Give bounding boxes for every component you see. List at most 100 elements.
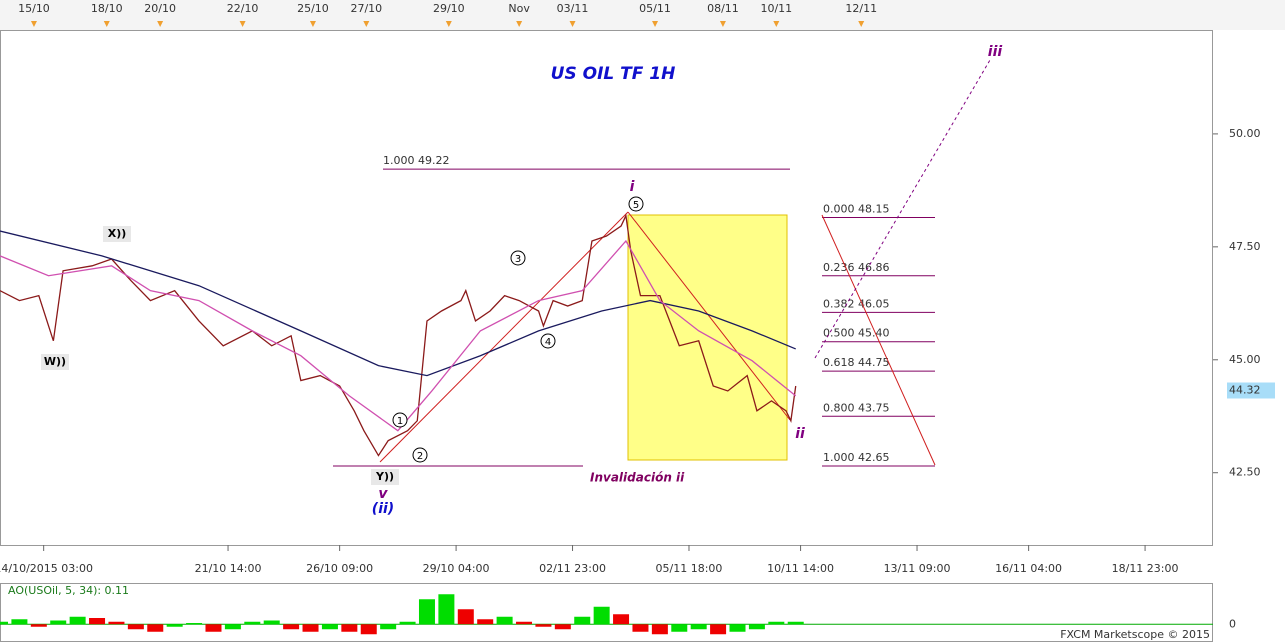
ao-bar xyxy=(729,624,746,632)
ao-bar xyxy=(50,620,67,625)
ao-bar xyxy=(186,623,203,625)
x-tick-label: 18/11 23:00 xyxy=(1112,562,1179,575)
fib-label: 0.500 45.40 xyxy=(823,327,889,340)
ao-bar xyxy=(341,624,358,632)
y-tick-label: 45.00 xyxy=(1229,353,1261,366)
ao-bar xyxy=(360,624,377,635)
ao-bar xyxy=(710,624,727,635)
top-date-label: Nov xyxy=(508,2,530,15)
ao-label: AO(USOil, 5, 34): 0.11 xyxy=(8,584,129,597)
ao-bar xyxy=(613,614,630,625)
wave-circle xyxy=(412,447,428,463)
trend-line xyxy=(627,211,791,421)
fib-label: 0.618 44.75 xyxy=(823,356,889,369)
ao-bar xyxy=(205,624,222,632)
wave-label: 5 xyxy=(633,200,639,211)
ao-bar xyxy=(671,624,688,632)
ao-bar xyxy=(768,621,785,625)
wave-label: ii xyxy=(795,426,805,442)
ao-bar xyxy=(244,621,261,625)
top-date-marker xyxy=(309,21,316,27)
wave-label: 4 xyxy=(545,337,551,348)
ao-bar xyxy=(166,624,183,627)
wave-circle xyxy=(510,250,526,266)
top-date-label: 22/10 xyxy=(227,2,259,15)
ao-bar xyxy=(418,599,435,625)
ao-bar xyxy=(632,624,649,632)
ao-bar xyxy=(399,621,416,625)
plot-frame xyxy=(0,30,1213,546)
wave-box xyxy=(103,226,131,242)
fib-label: 0.000 48.15 xyxy=(823,202,889,215)
ao-bar xyxy=(89,618,106,625)
ao-bar xyxy=(108,621,125,625)
ao-bar xyxy=(147,624,164,632)
series-line xyxy=(0,239,797,432)
wave-label: (ii) xyxy=(372,501,394,517)
ao-bar xyxy=(30,624,47,627)
top-date-label: 05/11 xyxy=(639,2,671,15)
ao-bar xyxy=(535,624,552,627)
wave-label: 3 xyxy=(515,254,521,265)
wave-label: i xyxy=(630,179,635,195)
wave-label: X)) xyxy=(108,227,127,240)
top-date-marker xyxy=(773,21,780,27)
ao-bar xyxy=(457,609,474,625)
top-date-marker xyxy=(103,21,110,27)
x-tick-label: 29/10 04:00 xyxy=(423,562,490,575)
wave-box xyxy=(41,354,69,370)
chart-title: US OIL TF 1H xyxy=(551,64,676,84)
ao-bar xyxy=(690,624,707,630)
fib-label: 0.800 43.75 xyxy=(823,401,889,414)
ao-bar xyxy=(787,621,804,625)
ao-tick-label: 0 xyxy=(1229,617,1236,630)
x-tick-label: 14/10/2015 03:00 xyxy=(0,562,93,575)
top-date-marker xyxy=(30,21,37,27)
top-date-label: 12/11 xyxy=(845,2,877,15)
ao-bar xyxy=(127,624,144,630)
ao-bar xyxy=(496,616,513,625)
ao-bar xyxy=(0,621,8,625)
watermark: FXCM Marketscope © 2015 xyxy=(1060,628,1210,641)
ao-bar xyxy=(302,624,319,632)
ao-bar xyxy=(283,624,300,630)
wave-circle xyxy=(540,333,556,349)
series-line xyxy=(0,213,797,457)
wave-box xyxy=(371,469,399,485)
top-strip xyxy=(0,0,1285,30)
ao-bar xyxy=(554,624,571,630)
ao-bar xyxy=(69,616,86,625)
x-tick-label: 21/10 14:00 xyxy=(195,562,262,575)
wave-label: v xyxy=(378,486,388,502)
ao-bar xyxy=(11,619,28,625)
ao-bar xyxy=(516,621,533,625)
fib-label: 0.382 46.05 xyxy=(823,297,889,310)
ao-bar xyxy=(593,606,610,625)
top-date-marker xyxy=(157,21,164,27)
ao-bar xyxy=(574,616,591,625)
invalidation-label: Invalidación ii xyxy=(590,470,685,484)
fib-label: 1.000 42.65 xyxy=(823,451,889,464)
x-tick-label: 02/11 23:00 xyxy=(539,562,606,575)
top-date-label: 10/11 xyxy=(760,2,792,15)
y-tick-label: 47.50 xyxy=(1229,240,1261,253)
top-date-marker xyxy=(239,21,246,27)
y-tick-label: 42.50 xyxy=(1229,466,1261,479)
last-price-label: 44.32 xyxy=(1229,384,1261,397)
top-date-marker xyxy=(719,21,726,27)
top-date-label: 18/10 xyxy=(91,2,123,15)
y-tick-label: 50.00 xyxy=(1229,127,1261,140)
top-date-label: 08/11 xyxy=(707,2,739,15)
top-date-label: 29/10 xyxy=(433,2,465,15)
top-date-label: 15/10 xyxy=(18,2,50,15)
ao-bar xyxy=(321,624,338,630)
last-price-box xyxy=(1227,382,1275,399)
top-date-marker xyxy=(516,21,523,27)
top-date-label: 25/10 xyxy=(297,2,329,15)
top-date-marker xyxy=(363,21,370,27)
ao-frame xyxy=(0,583,1213,642)
wave-label: Y)) xyxy=(375,470,394,483)
fib-label: 0.236 46.86 xyxy=(823,261,889,274)
x-tick-label: 05/11 18:00 xyxy=(656,562,723,575)
